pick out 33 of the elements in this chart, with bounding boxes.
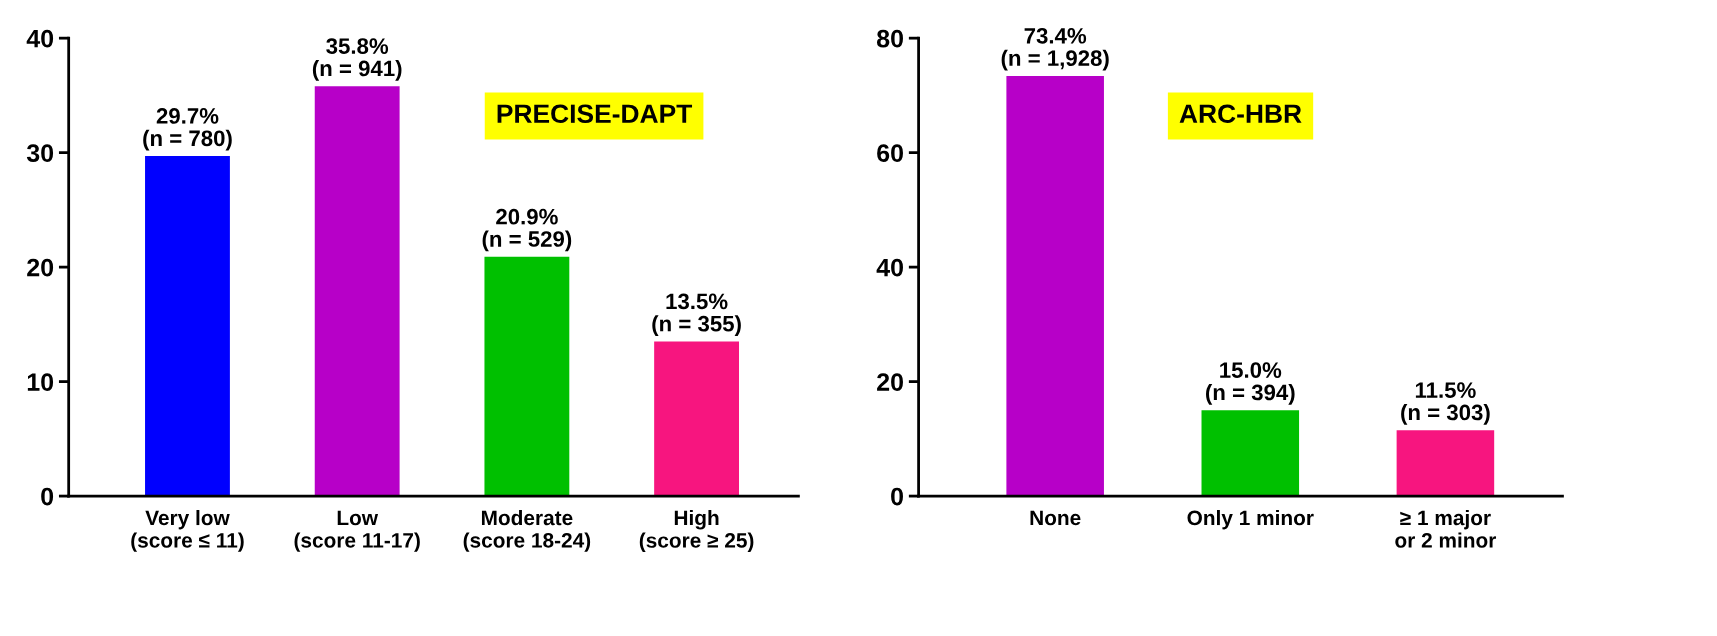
y-tick-label: 0 <box>891 487 903 506</box>
data-label: 13.5% (n = 355) <box>652 293 741 336</box>
x-tick-label: None <box>1030 510 1081 526</box>
bar <box>1201 410 1300 497</box>
data-label: 73.4% (n = 1,928) <box>1001 27 1109 71</box>
bar <box>654 341 740 497</box>
data-label: 29.7% (n = 780) <box>143 108 232 151</box>
bar <box>484 256 570 497</box>
y-tick-label: 20 <box>27 258 54 277</box>
y-tick-label: 40 <box>26 29 54 48</box>
x-tick-label: Moderate (score 18-24) <box>463 509 591 552</box>
y-tick-label: 20 <box>877 373 903 391</box>
bar <box>1396 430 1495 497</box>
x-tick-label: ≥ 1 major or 2 minor <box>1395 509 1497 548</box>
bar <box>145 156 230 497</box>
x-tick-label: High (score ≥ 25) <box>639 509 754 552</box>
y-tick-label: 40 <box>876 258 903 277</box>
data-label: 11.5% (n = 303) <box>1401 382 1490 425</box>
x-tick-label: Only 1 minor <box>1187 509 1314 530</box>
y-tick-label: 60 <box>877 144 903 162</box>
y-tick-label: 10 <box>27 373 54 391</box>
bar <box>1006 75 1104 497</box>
data-label: 35.8% (n = 941) <box>312 38 402 81</box>
data-label: 20.9% (n = 529) <box>482 208 572 252</box>
x-tick-label: Very low (score ≤ 11) <box>131 509 244 552</box>
bar <box>314 86 400 497</box>
text: PRECISE-DAPT <box>497 104 693 124</box>
y-tick-label: 0 <box>41 487 54 506</box>
x-tick-label: Low (score 11-17) <box>294 510 420 552</box>
text: ARC-HBR <box>1179 104 1302 124</box>
data-label: 15.0% (n = 394) <box>1206 362 1295 405</box>
y-tick-label: 30 <box>26 144 54 162</box>
y-tick-label: 80 <box>877 29 903 48</box>
